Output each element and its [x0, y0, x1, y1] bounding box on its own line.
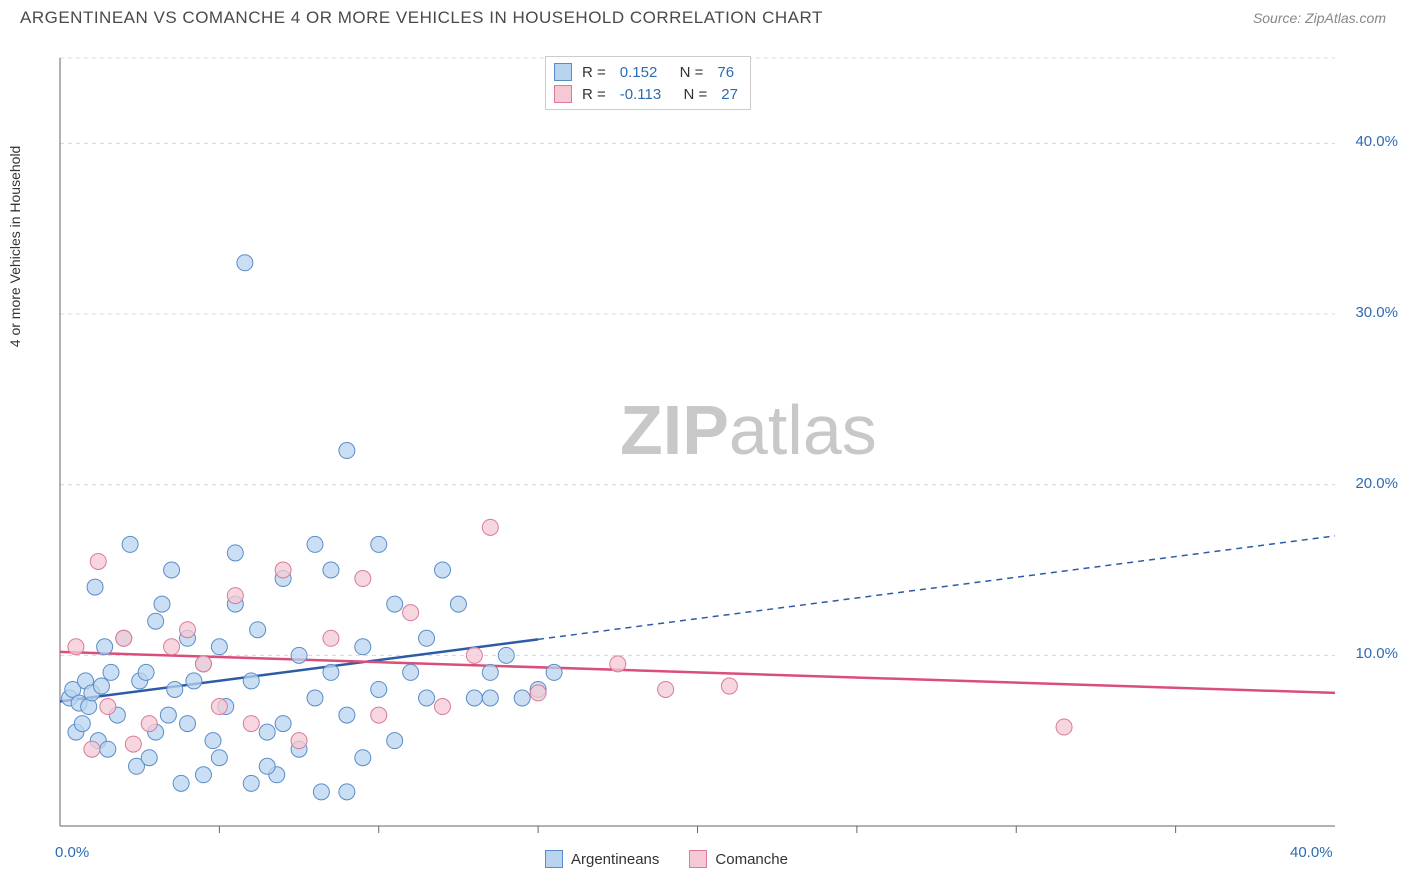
y-tick-label: 20.0% [1355, 475, 1398, 492]
legend-row: R = -0.113 N = 27 [554, 83, 742, 105]
legend-item: Argentineans [545, 850, 659, 868]
y-tick-label: 30.0% [1355, 304, 1398, 321]
legend-label: Argentineans [571, 851, 659, 868]
x-tick-label: 40.0% [1290, 844, 1333, 861]
legend-n-label: N = [675, 86, 707, 103]
legend-label: Comanche [715, 851, 788, 868]
y-tick-label: 10.0% [1355, 645, 1398, 662]
legend-n-label: N = [671, 64, 703, 81]
legend-r-value: 0.152 [620, 64, 658, 81]
y-tick-label: 40.0% [1355, 133, 1398, 150]
legend-n-value: 27 [721, 86, 738, 103]
x-tick-label: 0.0% [55, 844, 89, 861]
legend-swatch [554, 85, 572, 103]
legend-r-label: R = [582, 86, 606, 103]
legend-n-value: 76 [717, 64, 734, 81]
scatter-chart [0, 0, 1406, 892]
legend-item: Comanche [689, 850, 788, 868]
legend-swatch [689, 850, 707, 868]
legend-swatch [554, 63, 572, 81]
correlation-legend: R = 0.152 N = 76R = -0.113 N = 27 [545, 56, 751, 110]
legend-r-label: R = [582, 64, 606, 81]
series-legend: Argentineans Comanche [545, 850, 788, 868]
legend-swatch [545, 850, 563, 868]
legend-r-value: -0.113 [620, 86, 661, 103]
legend-row: R = 0.152 N = 76 [554, 61, 742, 83]
